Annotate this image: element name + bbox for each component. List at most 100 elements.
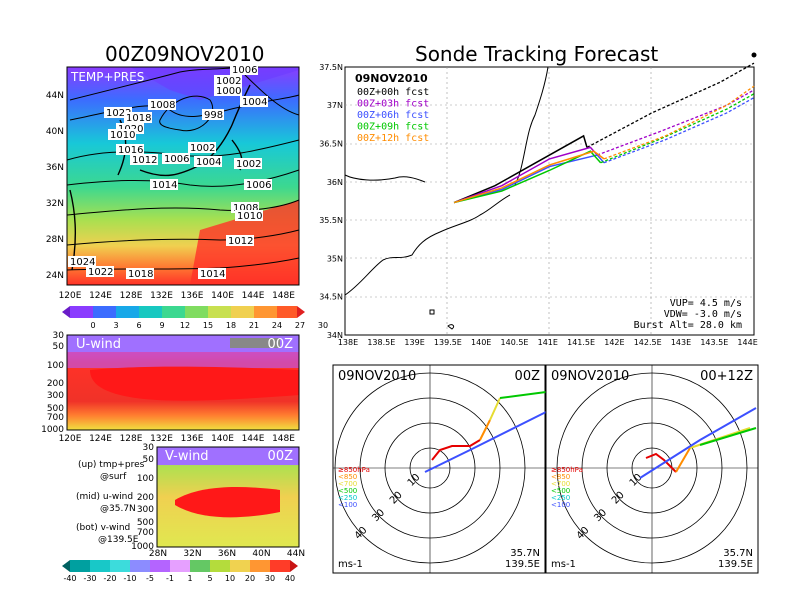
isobar-label: 1010	[110, 130, 135, 141]
u-wind-time: 00Z	[268, 337, 294, 352]
track-lon-tick: 141.5E	[567, 338, 595, 347]
wind-cb-tick: -20	[103, 574, 116, 583]
isobar-label: 1012	[132, 155, 157, 166]
temp-cb-tick: 3	[113, 321, 118, 330]
wind-cb-tick: 40	[285, 574, 295, 583]
track-lon-tick: 140.5E	[501, 338, 529, 347]
u-wind-label: U-wind	[76, 337, 121, 352]
isobar-label: 1002	[190, 143, 215, 154]
track-lon-tick: 141E	[538, 338, 558, 347]
isobar-label: 1004	[196, 157, 221, 168]
temp-cb-tick: 0	[90, 321, 95, 330]
vup-text: VUP= 4.5 m/s	[670, 298, 742, 309]
hodo-lon: 139.5E	[505, 559, 540, 570]
v-lat-tick: 32N	[183, 549, 201, 559]
isobar-label: 1018	[126, 113, 151, 124]
temp-colorbar: 0 3 6 9 12 15 18 21 24 27 30	[62, 306, 328, 330]
track-line-0	[453, 134, 588, 204]
wind-cb-tick: 1	[187, 574, 192, 583]
u-lon-tick: 144E	[242, 434, 265, 444]
track-line-3	[453, 150, 602, 204]
vdw-text: VDW= -3.0 m/s	[664, 309, 742, 320]
track-descent-2	[603, 97, 755, 164]
v-wind-time: 00Z	[268, 449, 294, 464]
track-legend-item: 00Z+09h fcst	[357, 122, 429, 133]
isobar-label: 1016	[118, 145, 143, 156]
v-lat-tick: 44N	[287, 549, 305, 559]
v-p-tick: 700	[137, 528, 154, 538]
isobar-label: 1002	[236, 159, 261, 170]
v-lat-tick: 36N	[218, 549, 236, 559]
isobar-label: 1024	[70, 257, 95, 268]
isobar-label: 1004	[242, 97, 267, 108]
map-lon-tick: 148E	[272, 291, 295, 301]
burst-text: Burst Alt= 28.0 km	[634, 320, 742, 331]
v-p-tick: 100	[137, 474, 154, 484]
track-lon-tick: 143E	[671, 338, 691, 347]
track-line-2	[453, 154, 605, 204]
track-date: 09NOV2010	[355, 72, 428, 85]
hodo-curve	[479, 419, 491, 441]
legend-mid2: @35.7N	[100, 504, 136, 514]
track-lon-tick: 139E	[404, 338, 424, 347]
hodo-legend-item: <250	[551, 494, 570, 502]
track-lat-tick: 34N	[327, 331, 343, 340]
u-lon-tick: 124E	[89, 434, 112, 444]
u-lon-tick: 136E	[181, 434, 204, 444]
wind-cb-tick: -30	[83, 574, 96, 583]
wind-cb-tick: -40	[63, 574, 76, 583]
map-lon-tick: 144E	[242, 291, 265, 301]
track-descent-4	[603, 85, 755, 160]
hodo-legend-item: <100	[551, 501, 570, 509]
wind-colorbar: -40 -30 -20 -10 -5 -1 1 5 10 20 30 40	[62, 560, 298, 583]
u-lon-tick: 140E	[211, 434, 234, 444]
u-lon-tick: 132E	[150, 434, 173, 444]
track-endpoint	[751, 52, 757, 58]
hodo-unit: ms-1	[338, 559, 363, 570]
isobar-label: 1006	[232, 65, 257, 76]
map-lon-tick: 140E	[211, 291, 234, 301]
u-p-tick: 100	[47, 361, 64, 371]
legend-up2: @surf	[100, 472, 127, 482]
hodo-curve	[499, 391, 547, 399]
map-lat-tick: 24N	[46, 271, 64, 281]
v-p-tick: 300	[137, 505, 154, 515]
hodo-legend-item: <100	[338, 501, 357, 509]
map-lon-tick: 136E	[181, 291, 204, 301]
hodo-time: 00+12Z	[700, 369, 753, 384]
map-lon-tick: 132E	[150, 291, 173, 301]
u-p-tick: 700	[47, 413, 64, 423]
legend-bot: (bot) v-wind	[76, 523, 131, 533]
u-lon-tick: 128E	[120, 434, 143, 444]
temp-cb-tick: 6	[136, 321, 141, 330]
wind-cb-tick: 5	[207, 574, 212, 583]
hodo-lat: 35.7N	[723, 548, 753, 559]
map-lon-tick: 120E	[59, 291, 82, 301]
hodo-legend-item: <500	[551, 487, 570, 495]
isobar-label: 1008	[233, 203, 258, 214]
hodo-curve	[639, 407, 757, 479]
v-p-tick: 1000	[131, 542, 154, 552]
temp-cb-tick: 21	[249, 321, 259, 330]
hodo-legend-item: <700	[338, 480, 357, 488]
track-lat-tick: 37N	[327, 101, 343, 110]
hodo-time: 00Z	[515, 369, 541, 384]
hodo-legend-item: <850	[551, 473, 570, 481]
isobar-label: 1014	[200, 269, 225, 280]
isobar-label: 1000	[216, 86, 241, 97]
v-p-tick: 50	[143, 455, 155, 465]
isobar-label: 1002	[216, 76, 241, 87]
map-lat-tick: 32N	[46, 199, 64, 209]
temp-cb-tick: 30	[318, 321, 328, 330]
isobar-label: 1022	[88, 267, 113, 278]
hodo-legend-item: <250	[338, 494, 357, 502]
legend-mid: (mid) u-wind	[76, 492, 134, 502]
track-lat-tick: 36.5N	[319, 140, 343, 149]
wind-cb-tick: 10	[225, 574, 235, 583]
temp-cb-tick: 12	[180, 321, 190, 330]
